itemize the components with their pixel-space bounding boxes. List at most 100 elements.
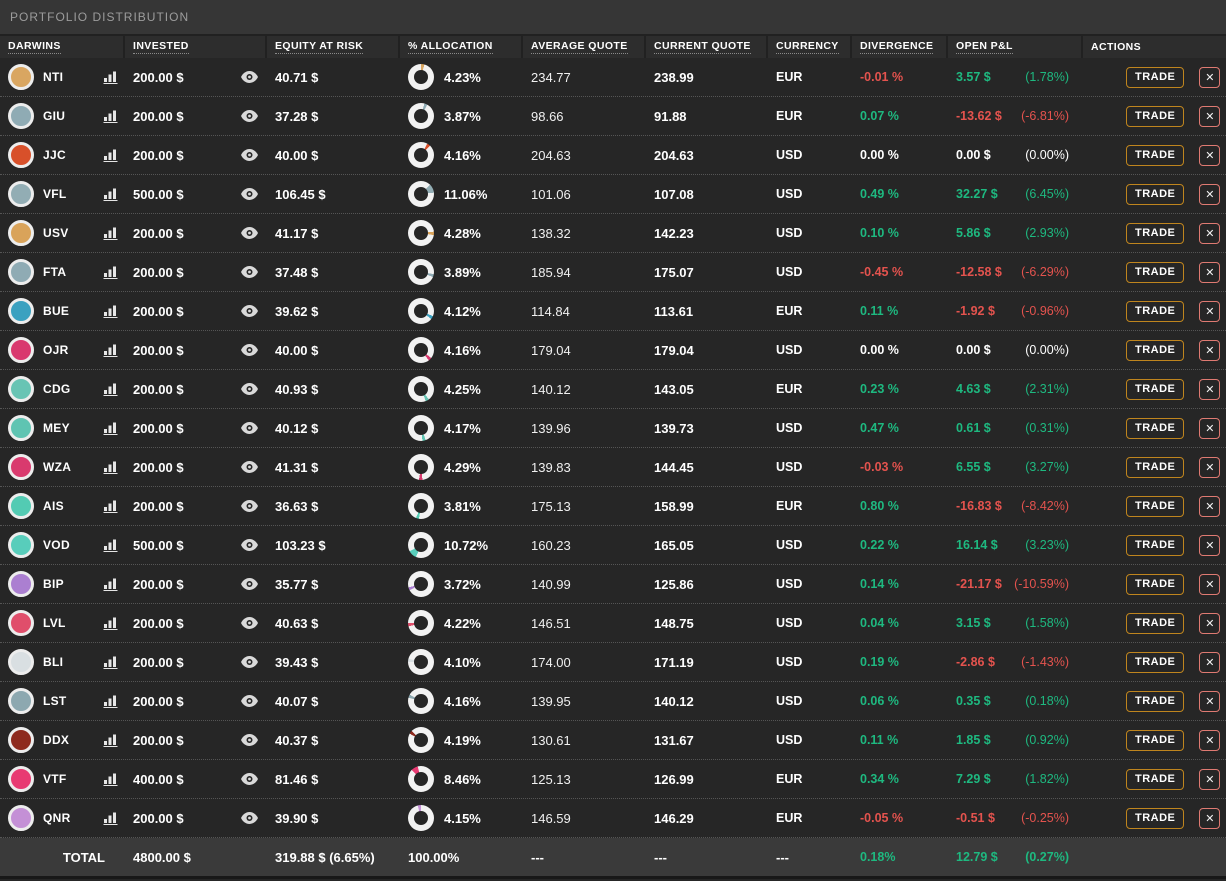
close-position-button[interactable]: ✕ [1199,534,1221,556]
eye-icon[interactable] [241,500,258,512]
darwin-ticker[interactable]: LVL [43,616,66,630]
darwin-ticker[interactable]: BIP [43,577,64,591]
column-header-current-quote[interactable]: CURRENT QUOTE [646,36,768,58]
trade-button[interactable]: TRADE [1126,378,1185,400]
trade-button[interactable]: TRADE [1126,729,1185,751]
close-position-button[interactable]: ✕ [1199,339,1221,361]
eye-icon[interactable] [241,71,258,83]
bar-chart-icon[interactable] [103,733,118,747]
trade-button[interactable]: TRADE [1126,222,1185,244]
column-header--allocation[interactable]: % ALLOCATION [400,36,523,58]
trade-button[interactable]: TRADE [1126,651,1185,673]
darwin-ticker[interactable]: VTF [43,772,67,786]
bar-chart-icon[interactable] [103,577,118,591]
close-position-button[interactable]: ✕ [1199,690,1221,712]
close-position-button[interactable]: ✕ [1199,66,1221,88]
bar-chart-icon[interactable] [103,382,118,396]
close-position-button[interactable]: ✕ [1199,144,1221,166]
trade-button[interactable]: TRADE [1126,768,1185,790]
darwin-ticker[interactable]: QNR [43,811,71,825]
close-position-button[interactable]: ✕ [1199,495,1221,517]
darwin-ticker[interactable]: USV [43,226,69,240]
column-header-divergence[interactable]: DIVERGENCE [852,36,948,58]
bar-chart-icon[interactable] [103,499,118,513]
trade-button[interactable]: TRADE [1126,300,1185,322]
darwin-ticker[interactable]: AIS [43,499,64,513]
close-position-button[interactable]: ✕ [1199,729,1221,751]
eye-icon[interactable] [241,188,258,200]
trade-button[interactable]: TRADE [1126,534,1185,556]
darwin-ticker[interactable]: BLI [43,655,64,669]
bar-chart-icon[interactable] [103,616,118,630]
close-position-button[interactable]: ✕ [1199,456,1221,478]
bar-chart-icon[interactable] [103,694,118,708]
close-position-button[interactable]: ✕ [1199,300,1221,322]
bar-chart-icon[interactable] [103,772,118,786]
darwin-ticker[interactable]: DDX [43,733,70,747]
eye-icon[interactable] [241,461,258,473]
trade-button[interactable]: TRADE [1126,612,1185,634]
eye-icon[interactable] [241,617,258,629]
bar-chart-icon[interactable] [103,226,118,240]
close-position-button[interactable]: ✕ [1199,261,1221,283]
bar-chart-icon[interactable] [103,421,118,435]
eye-icon[interactable] [241,305,258,317]
darwin-ticker[interactable]: OJR [43,343,69,357]
bar-chart-icon[interactable] [103,70,118,84]
darwin-ticker[interactable]: NTI [43,70,64,84]
bar-chart-icon[interactable] [103,109,118,123]
trade-button[interactable]: TRADE [1126,144,1185,166]
darwin-ticker[interactable]: GIU [43,109,66,123]
bar-chart-icon[interactable] [103,148,118,162]
close-position-button[interactable]: ✕ [1199,222,1221,244]
darwin-ticker[interactable]: BUE [43,304,70,318]
bar-chart-icon[interactable] [103,187,118,201]
trade-button[interactable]: TRADE [1126,417,1185,439]
close-position-button[interactable]: ✕ [1199,768,1221,790]
column-header-equity-at-risk[interactable]: EQUITY AT RISK [267,36,400,58]
eye-icon[interactable] [241,539,258,551]
darwin-ticker[interactable]: WZA [43,460,72,474]
bar-chart-icon[interactable] [103,460,118,474]
column-header-open-p-l[interactable]: OPEN P&L [948,36,1083,58]
close-position-button[interactable]: ✕ [1199,378,1221,400]
eye-icon[interactable] [241,110,258,122]
close-position-button[interactable]: ✕ [1199,105,1221,127]
eye-icon[interactable] [241,383,258,395]
eye-icon[interactable] [241,695,258,707]
eye-icon[interactable] [241,734,258,746]
eye-icon[interactable] [241,227,258,239]
eye-icon[interactable] [241,422,258,434]
trade-button[interactable]: TRADE [1126,495,1185,517]
close-position-button[interactable]: ✕ [1199,417,1221,439]
close-position-button[interactable]: ✕ [1199,573,1221,595]
darwin-ticker[interactable]: MEY [43,421,70,435]
darwin-ticker[interactable]: JJC [43,148,66,162]
darwin-ticker[interactable]: LST [43,694,67,708]
trade-button[interactable]: TRADE [1126,339,1185,361]
eye-icon[interactable] [241,344,258,356]
bar-chart-icon[interactable] [103,265,118,279]
bar-chart-icon[interactable] [103,304,118,318]
trade-button[interactable]: TRADE [1126,690,1185,712]
eye-icon[interactable] [241,149,258,161]
eye-icon[interactable] [241,578,258,590]
close-position-button[interactable]: ✕ [1199,651,1221,673]
close-position-button[interactable]: ✕ [1199,612,1221,634]
trade-button[interactable]: TRADE [1126,105,1185,127]
trade-button[interactable]: TRADE [1126,456,1185,478]
eye-icon[interactable] [241,656,258,668]
trade-button[interactable]: TRADE [1126,261,1185,283]
eye-icon[interactable] [241,773,258,785]
darwin-ticker[interactable]: VOD [43,538,70,552]
bar-chart-icon[interactable] [103,538,118,552]
bar-chart-icon[interactable] [103,343,118,357]
eye-icon[interactable] [241,812,258,824]
column-header-invested[interactable]: INVESTED [125,36,267,58]
trade-button[interactable]: TRADE [1126,66,1185,88]
bar-chart-icon[interactable] [103,655,118,669]
trade-button[interactable]: TRADE [1126,183,1185,205]
eye-icon[interactable] [241,266,258,278]
trade-button[interactable]: TRADE [1126,573,1185,595]
darwin-ticker[interactable]: FTA [43,265,67,279]
